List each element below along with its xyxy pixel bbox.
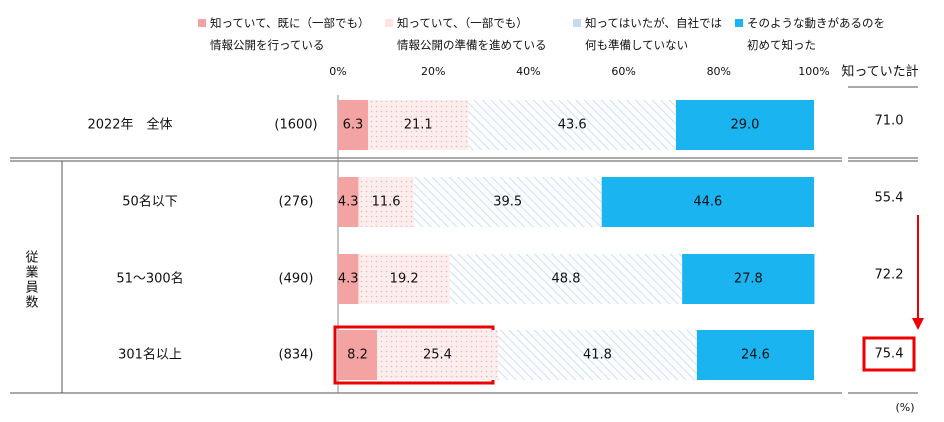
- data-label: 48.8: [552, 272, 581, 287]
- x-tick-label: 100%: [798, 65, 829, 78]
- data-label: 21.1: [404, 118, 433, 133]
- legend-item: 知っていて、（一部でも） 情報公開の準備を進めている: [385, 12, 547, 56]
- legend-label: 知っていて、（一部でも） 情報公開の準備を進めている: [397, 16, 547, 52]
- table-lines: [10, 86, 918, 394]
- bar-segment: [358, 177, 414, 227]
- bar-segment: [497, 330, 697, 380]
- highlight-total: [862, 336, 916, 372]
- data-label: 4.3: [338, 195, 359, 210]
- total-label: 71.0: [875, 114, 904, 129]
- bar-segment: [377, 330, 498, 380]
- data-label: 43.6: [558, 118, 587, 133]
- legend-item: 知っていて、既に（一部でも） 情報公開を行っている: [198, 12, 370, 56]
- bar-segment: [413, 177, 602, 227]
- category-label: 301名以上: [118, 347, 182, 363]
- x-tick-label: 80%: [707, 65, 731, 78]
- bar-segment: [449, 254, 683, 304]
- total-header: 知っていた計: [841, 64, 918, 80]
- bar-segment: [696, 330, 814, 380]
- legend-label: 知っていて、既に（一部でも） 情報公開を行っている: [210, 16, 370, 52]
- sample-size: (1600): [274, 118, 317, 133]
- bar-segment: [367, 100, 469, 150]
- category-label: 50名以下: [122, 194, 178, 210]
- data-label: 8.2: [347, 348, 368, 363]
- total-label: 75.4: [875, 347, 904, 362]
- bar-segment: [468, 100, 676, 150]
- legend-swatch: [573, 19, 581, 27]
- bar-segment: [338, 330, 378, 380]
- data-label: 44.6: [693, 195, 722, 210]
- data-label: 39.5: [493, 195, 522, 210]
- legend-swatch: [198, 19, 206, 27]
- data-label: 11.6: [372, 195, 401, 210]
- sample-size: (276): [279, 195, 314, 210]
- data-label: 6.3: [343, 118, 364, 133]
- total-label: 72.2: [875, 268, 904, 283]
- legend-item: 知ってはいたが、自社では 何も準備していない: [573, 12, 722, 56]
- data-label: 25.4: [423, 348, 452, 363]
- group-label: 従業員数: [23, 250, 39, 310]
- bar-segment: [338, 100, 368, 150]
- bar-segment: [682, 254, 815, 304]
- x-tick-label: 0%: [329, 65, 346, 78]
- legend-swatch: [385, 19, 393, 27]
- bar-segment: [338, 177, 359, 227]
- data-label: 29.0: [731, 118, 760, 133]
- total-label: 55.4: [875, 191, 904, 206]
- legend-item: そのような動きがあるのを 初めて知った: [735, 12, 885, 56]
- data-label: 27.8: [734, 272, 763, 287]
- legend-swatch: [735, 19, 743, 27]
- bar-segment: [358, 254, 450, 304]
- category-label: 2022年 全体: [87, 117, 172, 133]
- sample-size: (834): [279, 348, 314, 363]
- data-label: 24.6: [741, 348, 770, 363]
- legend-label: 知ってはいたが、自社では 何も準備していない: [585, 16, 722, 52]
- category-label: 51～300名: [116, 271, 183, 287]
- bar-segment: [338, 254, 359, 304]
- x-tick-label: 40%: [516, 65, 540, 78]
- bar-segment: [601, 177, 814, 227]
- arrow-head: [912, 318, 924, 330]
- bar-segment: [675, 100, 814, 150]
- x-tick-label: 60%: [611, 65, 635, 78]
- data-label: 41.8: [583, 348, 612, 363]
- data-label: 4.3: [338, 272, 359, 287]
- data-label: 19.2: [390, 272, 419, 287]
- legend-label: そのような動きがあるのを 初めて知った: [747, 16, 885, 52]
- x-tick-label: 20%: [421, 65, 445, 78]
- unit-note: (%): [895, 401, 914, 414]
- sample-size: (490): [279, 272, 314, 287]
